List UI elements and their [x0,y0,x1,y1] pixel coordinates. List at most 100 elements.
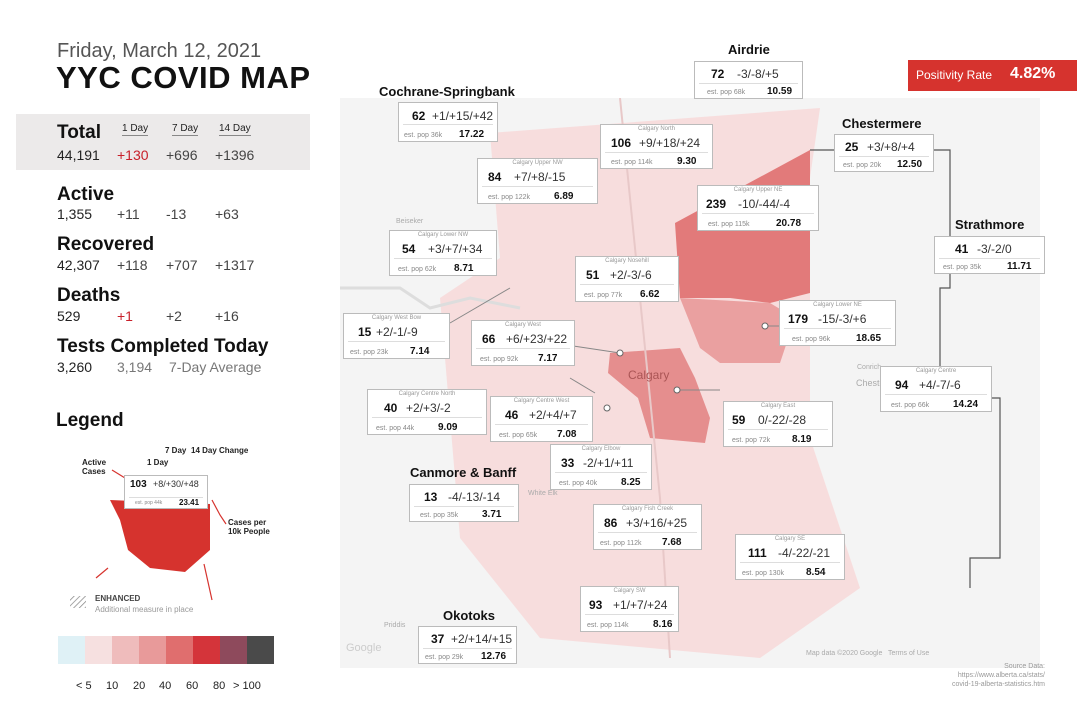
card-num: 51 [586,268,600,282]
card-divider [885,394,987,395]
card-change: +2/-1/-9 [376,325,418,339]
card-change: +4/-7/-6 [919,378,961,392]
card-divider [403,124,493,125]
town-okotoks: Okotoks [443,608,496,623]
tests-value: 3,260 [57,359,93,375]
card-num: 111 [748,546,767,560]
deaths-label: Deaths [57,285,121,306]
card-num: 84 [488,170,502,184]
town-cochrane: Cochrane-Springbank [379,84,515,99]
total-band [16,114,310,170]
card-num: 72 [711,67,725,81]
card-divider [702,213,814,214]
scale-swatch-2 [112,636,139,664]
card-pop: est. pop 44k [376,425,415,432]
total-14day: +1396 [215,147,255,163]
map-data-credit: Map data ©2020 Google [806,650,883,657]
active-1day: +11 [117,206,140,222]
active-label: Active [57,184,115,205]
map-beiseker-label: Beiseker [396,218,424,225]
card-change: +6/+23/+22 [506,332,568,346]
card-name: Calgary SE [774,536,806,542]
map-shapes [340,98,1001,659]
card-pop: est. pop 92k [480,356,519,363]
card-name: Calgary Elbow [581,446,621,452]
active-7day: -13 [166,206,187,222]
card-divider [348,341,445,342]
tests-avg-label: 7-Day Average [169,359,262,375]
region-card-strathmore: 41 -3/-2/0 est. pop 35k 11.71 [934,236,1045,274]
card-divider [598,532,697,533]
card-num: 33 [561,456,575,470]
region-card-cochrane: 62 +1/+15/+42 est. pop 36k 17.22 [398,102,498,142]
region-card-sw: Calgary SW 93 +1/+7/+24 est. pop 114k 8.… [580,586,679,632]
town-airdrie: Airdrie [728,42,770,57]
card-pop: est. pop 35k [943,264,982,271]
card-change: +7/+8/-15 [514,170,566,184]
card-change: -15/-3/+6 [818,312,867,326]
source-url-1[interactable]: https://www.alberta.ca/stats/ [957,672,1045,679]
recovered-14day: +1317 [215,257,255,273]
tests-label: Tests Completed Today [57,336,269,357]
region-card-centre: Calgary Centre 94 +4/-7/-6 est. pop 66k … [880,366,992,412]
scale-label-5: 80 [213,680,226,692]
card-divider [699,83,798,84]
card-num: 86 [604,516,618,530]
active-14day: +63 [215,206,239,222]
card-pop: est. pop 29k [425,654,464,661]
card-rate: 12.50 [897,159,923,170]
card-rate: 17.22 [459,129,485,140]
card-rate: 8.19 [792,434,812,445]
card-change: -4/-13/-14 [448,490,501,504]
card-divider [839,156,929,157]
col-head-1day: 1 Day [122,123,149,136]
legend-sample-pop: est. pop 44k [135,500,163,506]
card-name: Calgary West [505,322,541,328]
card-rate: 3.71 [482,509,502,520]
card-name: Calgary Centre West [513,398,570,404]
marker-centre-west [603,404,611,412]
date-label: Friday, March 12, 2021 [57,40,262,62]
card-num: 37 [431,632,445,646]
card-num: 62 [412,109,426,123]
card-name: Calgary West Bow [371,315,422,321]
card-divider [414,506,514,507]
card-pop: est. pop 115k [708,221,750,228]
legend-sample-card: 103 +8/+30/+48 est. pop 44k 23.41 [124,475,208,509]
card-pop: est. pop 114k [611,159,653,166]
recovered-value: 42,307 [57,257,100,273]
card-name: Calgary SW [613,588,646,594]
recovered-7day: +707 [166,257,198,273]
card-change: -2/+1/+11 [583,456,634,470]
region-card-upper-ne: Calgary Upper NE 239 -10/-44/-4 est. pop… [697,185,819,231]
card-num: 41 [955,242,969,256]
card-name: Calgary Nosehill [605,258,649,264]
card-change: +2/+4/+7 [529,408,577,422]
region-card-lower-nw: Calgary Lower NW 54 +3/+7/+34 est. pop 6… [389,230,497,276]
scale-label-2: 20 [133,680,146,692]
marker-centre [673,386,681,394]
card-divider [495,424,588,425]
card-pop: est. pop 130k [742,570,785,577]
region-card-fish-creek: Calgary Fish Creek 86 +3/+16/+25 est. po… [593,504,702,550]
card-rate: 6.89 [554,191,574,202]
map-terms-link[interactable]: Terms of Use [888,650,930,657]
centre-region [608,348,710,443]
page-title: YYC COVID MAP [56,60,311,95]
card-rate: 10.59 [767,86,793,97]
card-name: Calgary East [760,403,796,409]
card-num: 15 [358,325,372,339]
total-label: Total [57,122,101,143]
card-change: 0/-22/-28 [758,413,807,427]
town-strathmore: Strathmore [955,217,1025,232]
card-pop: est. pop 66k [891,402,930,409]
total-value: 44,191 [57,147,100,163]
card-name: Calgary Lower NW [417,232,469,238]
card-divider [372,417,482,418]
region-card-east: Calgary East 59 0/-22/-28 est. pop 72k 8… [723,401,833,447]
card-change: +1/+15/+42 [432,109,494,123]
source-url-2[interactable]: covid-19-alberta-statistics.htm [952,681,1045,688]
card-pop: est. pop 77k [584,292,623,299]
card-pop: est. pop 35k [420,512,459,519]
